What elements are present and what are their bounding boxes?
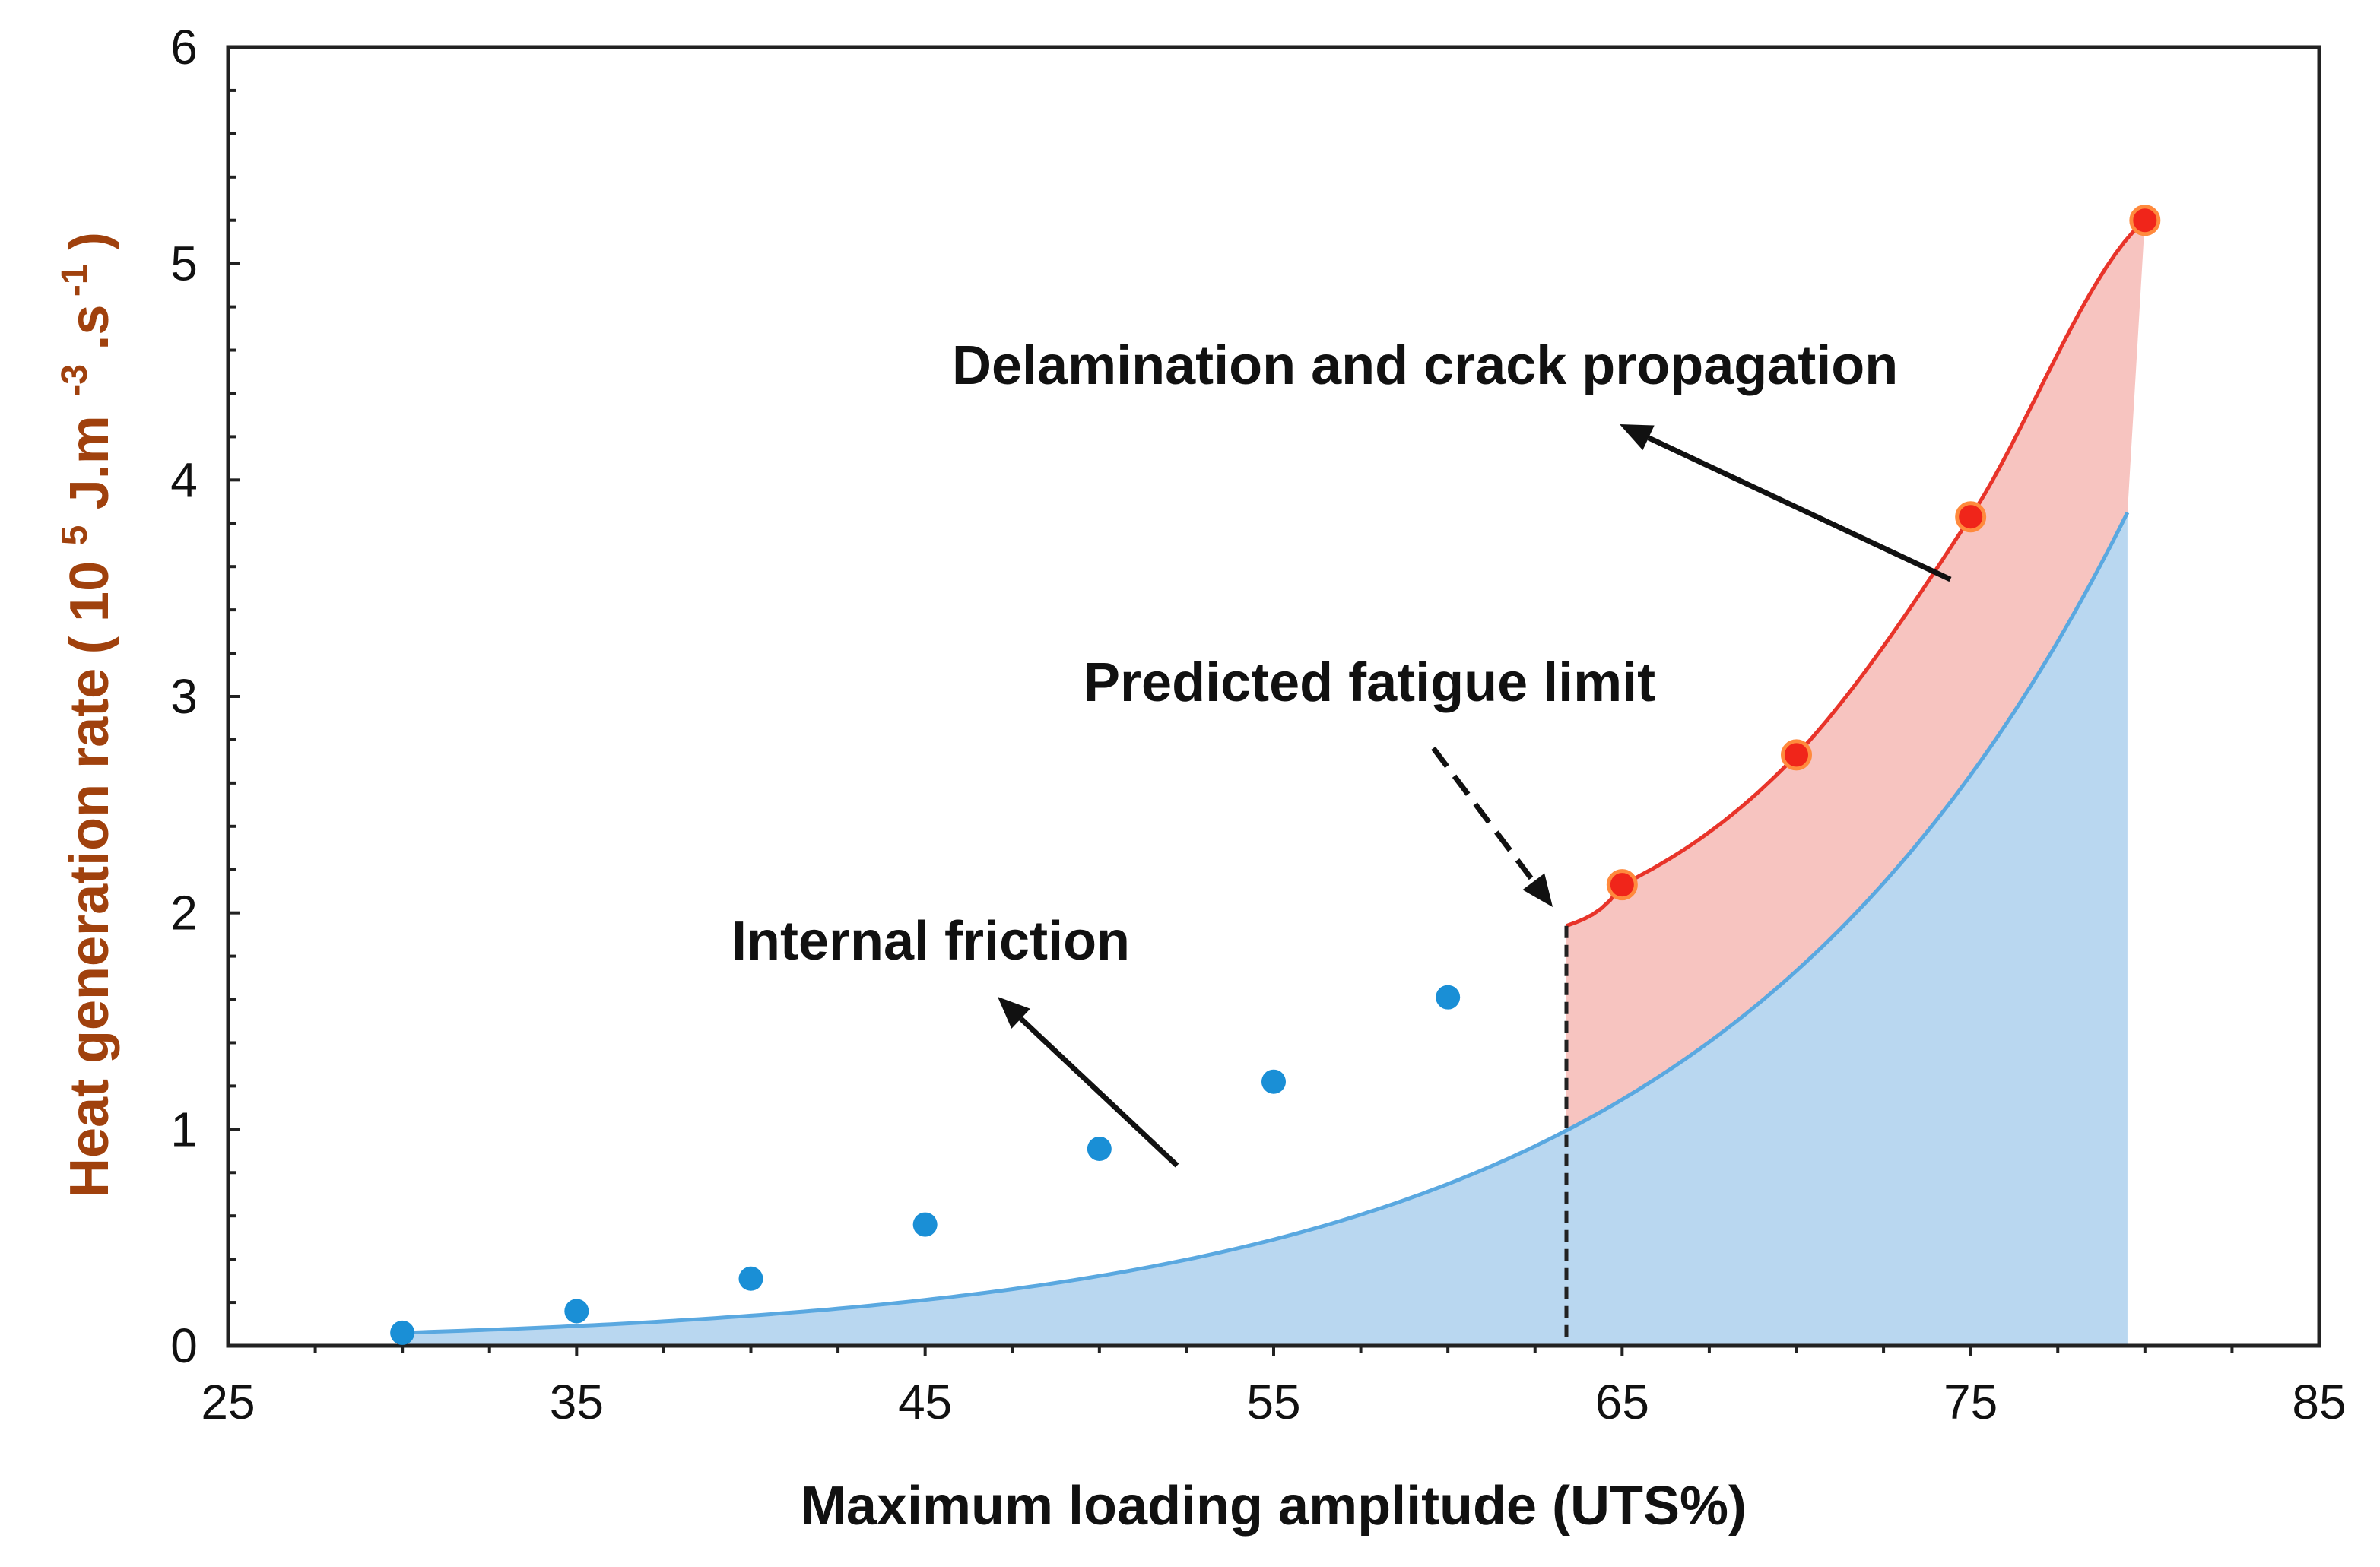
internal-friction-curve — [402, 511, 2130, 1335]
internal-friction-point — [738, 1266, 763, 1291]
x-tick-label: 25 — [201, 1375, 255, 1429]
y-axis-title-exp2: -3 — [55, 364, 95, 397]
damage-point — [1606, 869, 1638, 901]
damage-area — [1566, 220, 2145, 1131]
y-axis-title-exp3: -1 — [55, 264, 95, 297]
internal-friction-point — [912, 1212, 938, 1237]
internal-friction-arrow-shaft — [1019, 1017, 1179, 1168]
y-axis-title-unit1: J.m — [59, 415, 120, 509]
y-axis-title: Heat generation rate ( 10 5 J.m -3 .s -1… — [55, 232, 120, 1197]
annotation-internal-friction: Internal friction — [731, 911, 1130, 972]
y-axis-title-unit2: .s — [59, 305, 120, 351]
fill-layer — [402, 220, 2145, 1346]
y-axis-title-prefix: Heat generation rate — [59, 668, 120, 1197]
fatigue-limit-arrow-head — [1522, 873, 1553, 907]
internal-friction-point — [564, 1299, 589, 1324]
x-tick-label: 85 — [2292, 1375, 2346, 1429]
y-axis-title-exp: 5 — [55, 525, 95, 546]
y-tick-label: 2 — [170, 886, 198, 941]
y-tick-label: 4 — [170, 452, 198, 507]
y-axis-title-base: 10 — [59, 561, 120, 622]
arrow-layer — [998, 424, 1952, 1168]
y-axis-title-paren-open: ( — [59, 636, 120, 654]
damage-curve — [1566, 222, 2144, 928]
x-tick-label: 65 — [1595, 1375, 1649, 1429]
internal-friction-area — [402, 512, 2128, 1346]
fatigue-limit-arrow-shaft — [1431, 746, 1536, 883]
point-layer — [390, 205, 2161, 1345]
internal-friction-arrow-head — [998, 997, 1030, 1029]
x-tick-label: 55 — [1246, 1375, 1300, 1429]
x-tick-label: 75 — [1944, 1375, 1998, 1429]
annotation-fatigue-limit: Predicted fatigue limit — [1084, 652, 1655, 713]
internal-friction-point — [1261, 1069, 1286, 1094]
y-tick-label: 5 — [170, 236, 198, 291]
annotation-delamination: Delamination and crack propagation — [952, 335, 1898, 396]
line-layer — [402, 222, 2144, 1346]
damage-point — [1781, 739, 1812, 771]
y-tick-label: 3 — [170, 669, 198, 724]
x-tick-label: 45 — [898, 1375, 952, 1429]
internal-friction-point — [390, 1320, 415, 1345]
y-tick-label: 1 — [170, 1102, 198, 1156]
y-tick-label: 0 — [170, 1318, 198, 1373]
internal-friction-point — [1436, 985, 1461, 1010]
delamination-arrow-shaft — [1647, 435, 1952, 582]
x-axis-title: Maximum loading amplitude (UTS%) — [801, 1476, 1747, 1537]
damage-point — [1955, 501, 1987, 533]
internal-friction-point — [1087, 1136, 1112, 1161]
y-axis-title-paren-close: ) — [59, 232, 120, 250]
x-tick-label: 35 — [550, 1375, 604, 1429]
damage-point — [2129, 205, 2161, 236]
y-tick-label: 6 — [170, 20, 198, 75]
delamination-arrow-head — [1620, 424, 1655, 451]
